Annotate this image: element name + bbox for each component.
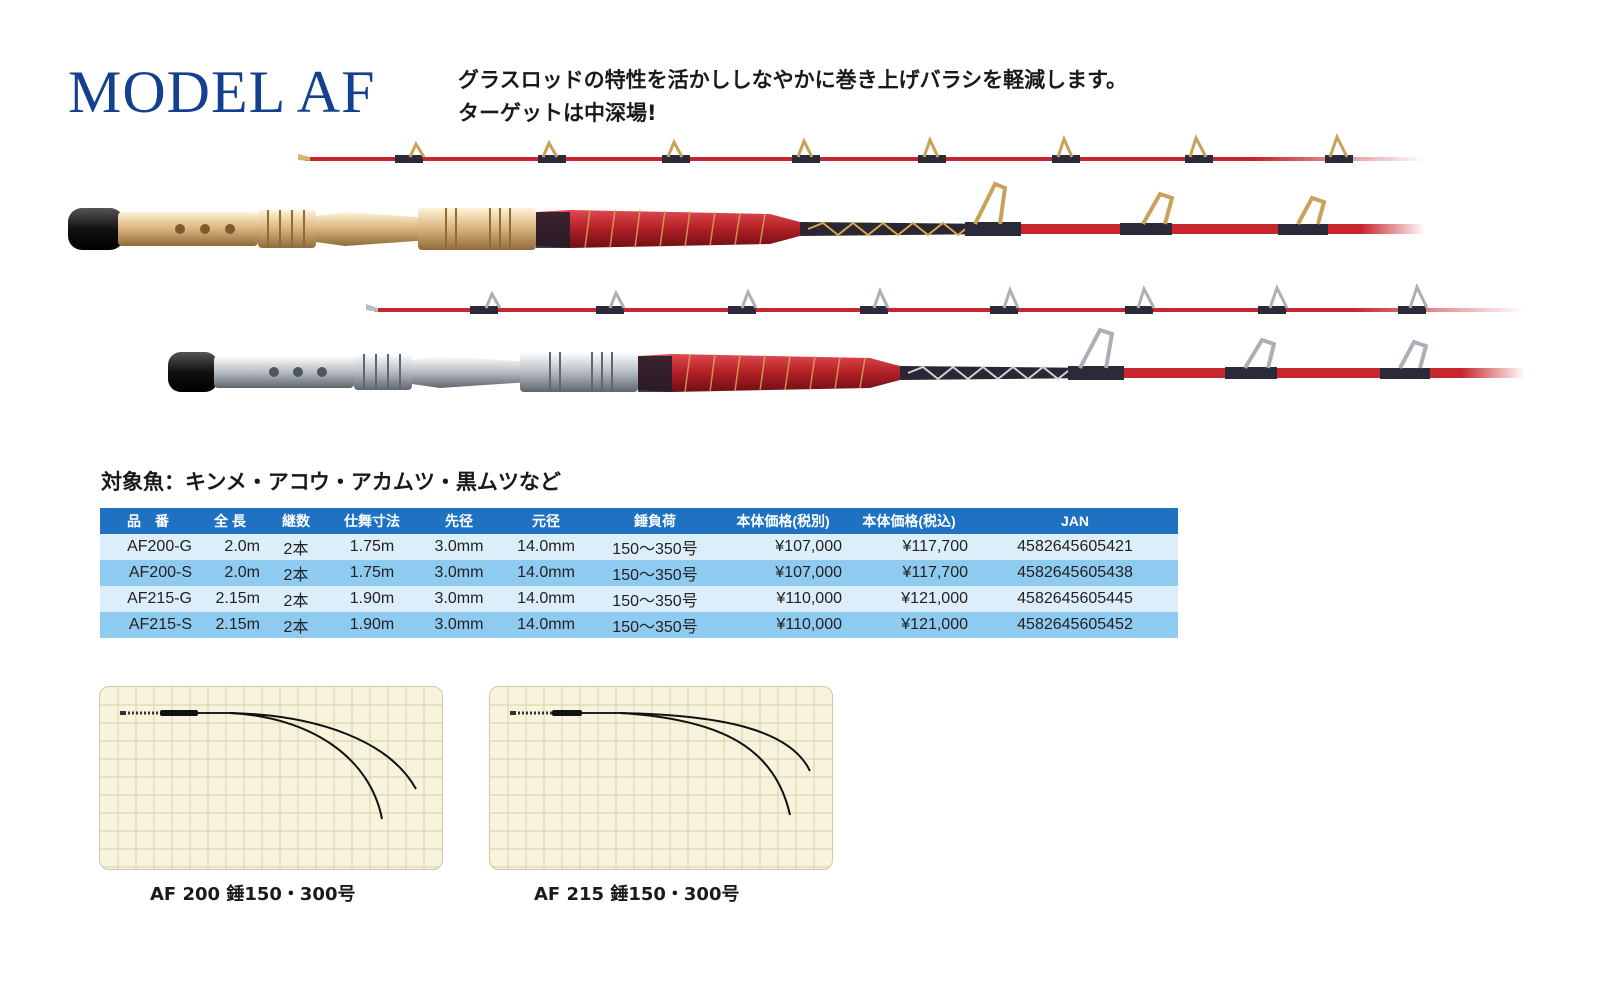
bend-chart-grid bbox=[490, 687, 832, 869]
cell-price-ex-tax: ¥110,000 bbox=[720, 586, 846, 612]
cell-model: AF215-G bbox=[100, 586, 196, 612]
cell-jan: 4582645605445 bbox=[972, 586, 1178, 612]
cell-tip-diameter: 3.0mm bbox=[416, 612, 502, 638]
bend-chart-af215-drawing bbox=[490, 687, 832, 869]
cell-butt-diameter: 14.0mm bbox=[502, 560, 590, 586]
header-cell-model: 品 番 bbox=[100, 508, 196, 534]
bend-chart-af200-label: AF 200 錘150・300号 bbox=[150, 884, 356, 905]
cell-model: AF200-S bbox=[100, 560, 196, 586]
tagline-line-2: ターゲットは中深場! bbox=[458, 101, 657, 125]
bend-chart-af200 bbox=[99, 686, 443, 870]
table-row: AF215-G 2.15m 2本 1.90m 3.0mm 14.0mm 150〜… bbox=[100, 586, 1178, 612]
header-cell-butt-diameter: 元径 bbox=[502, 508, 590, 534]
rod-silver-butt-section bbox=[168, 327, 1525, 393]
bend-curve-300 bbox=[229, 712, 383, 820]
cell-butt-diameter: 14.0mm bbox=[502, 534, 590, 560]
table-row: AF200-S 2.0m 2本 1.75m 3.0mm 14.0mm 150〜3… bbox=[100, 560, 1178, 586]
cell-pieces: 2本 bbox=[264, 586, 328, 612]
bend-curve-150 bbox=[619, 712, 811, 772]
cell-sinker-load: 150〜350号 bbox=[590, 586, 720, 612]
rod-gold-tip-section bbox=[298, 133, 1425, 163]
cell-price-ex-tax: ¥107,000 bbox=[720, 560, 846, 586]
spec-table-header-row: 品 番 全 長 継数 仕舞寸法 先径 元径 錘負荷 本体価格(税別) 本体価格(… bbox=[100, 508, 1178, 534]
target-fish-heading: 対象魚：キンメ・アコウ・アカムツ・黒ムツなど bbox=[101, 470, 561, 494]
cell-tip-diameter: 3.0mm bbox=[416, 560, 502, 586]
cell-model: AF215-S bbox=[100, 612, 196, 638]
cell-price-ex-tax: ¥110,000 bbox=[720, 612, 846, 638]
spec-table: 品 番 全 長 継数 仕舞寸法 先径 元径 錘負荷 本体価格(税別) 本体価格(… bbox=[100, 508, 1178, 638]
cell-tip-diameter: 3.0mm bbox=[416, 586, 502, 612]
cell-pieces: 2本 bbox=[264, 534, 328, 560]
header-cell-tip-diameter: 先径 bbox=[416, 508, 502, 534]
header-cell-length: 全 長 bbox=[196, 508, 264, 534]
cell-jan: 4582645605438 bbox=[972, 560, 1178, 586]
rod-blank-outline bbox=[510, 710, 625, 716]
rod-product-image bbox=[68, 133, 1525, 393]
bend-chart-af215 bbox=[489, 686, 833, 870]
cell-butt-diameter: 14.0mm bbox=[502, 586, 590, 612]
cell-price-inc-tax: ¥117,700 bbox=[846, 534, 972, 560]
header-cell-price-ex-tax: 本体価格(税別) bbox=[720, 508, 846, 534]
table-row: AF215-S 2.15m 2本 1.90m 3.0mm 14.0mm 150〜… bbox=[100, 612, 1178, 638]
page-title: MODEL AF bbox=[68, 59, 376, 125]
bend-chart-grid bbox=[100, 687, 442, 869]
cell-sinker-load: 150〜350号 bbox=[590, 534, 720, 560]
header-cell-closed-length: 仕舞寸法 bbox=[328, 508, 416, 534]
tagline: グラスロッドの特性を活かししなやかに巻き上げバラシを軽減します。 ターゲットは中… bbox=[458, 64, 1127, 130]
bend-curve-300 bbox=[619, 712, 791, 816]
cell-price-inc-tax: ¥117,700 bbox=[846, 560, 972, 586]
table-row: AF200-G 2.0m 2本 1.75m 3.0mm 14.0mm 150〜3… bbox=[100, 534, 1178, 560]
header-cell-jan: JAN bbox=[972, 508, 1178, 534]
cell-jan: 4582645605421 bbox=[972, 534, 1178, 560]
cell-closed-length: 1.90m bbox=[328, 586, 416, 612]
cell-price-inc-tax: ¥121,000 bbox=[846, 612, 972, 638]
cell-length: 2.0m bbox=[196, 534, 264, 560]
bend-chart-af200-drawing bbox=[100, 687, 442, 869]
cell-length: 2.0m bbox=[196, 560, 264, 586]
cell-tip-diameter: 3.0mm bbox=[416, 534, 502, 560]
cell-price-inc-tax: ¥121,000 bbox=[846, 586, 972, 612]
bend-curve-150 bbox=[229, 712, 417, 790]
header-cell-price-inc-tax: 本体価格(税込) bbox=[846, 508, 972, 534]
header-cell-sinker-load: 錘負荷 bbox=[590, 508, 720, 534]
cell-sinker-load: 150〜350号 bbox=[590, 560, 720, 586]
bend-chart-af215-label: AF 215 錘150・300号 bbox=[534, 884, 740, 905]
cell-model: AF200-G bbox=[100, 534, 196, 560]
cell-length: 2.15m bbox=[196, 586, 264, 612]
rod-gold-butt-section bbox=[68, 181, 1425, 250]
cell-closed-length: 1.75m bbox=[328, 534, 416, 560]
tagline-line-1: グラスロッドの特性を活かししなやかに巻き上げバラシを軽減します。 bbox=[458, 68, 1128, 92]
rod-blank-outline bbox=[120, 710, 235, 716]
cell-price-ex-tax: ¥107,000 bbox=[720, 534, 846, 560]
cell-pieces: 2本 bbox=[264, 560, 328, 586]
cell-length: 2.15m bbox=[196, 612, 264, 638]
cell-sinker-load: 150〜350号 bbox=[590, 612, 720, 638]
cell-jan: 4582645605452 bbox=[972, 612, 1178, 638]
cell-closed-length: 1.90m bbox=[328, 612, 416, 638]
cell-closed-length: 1.75m bbox=[328, 560, 416, 586]
rod-silver-tip-section bbox=[366, 282, 1525, 314]
cell-butt-diameter: 14.0mm bbox=[502, 612, 590, 638]
cell-pieces: 2本 bbox=[264, 612, 328, 638]
header-cell-pieces: 継数 bbox=[264, 508, 328, 534]
